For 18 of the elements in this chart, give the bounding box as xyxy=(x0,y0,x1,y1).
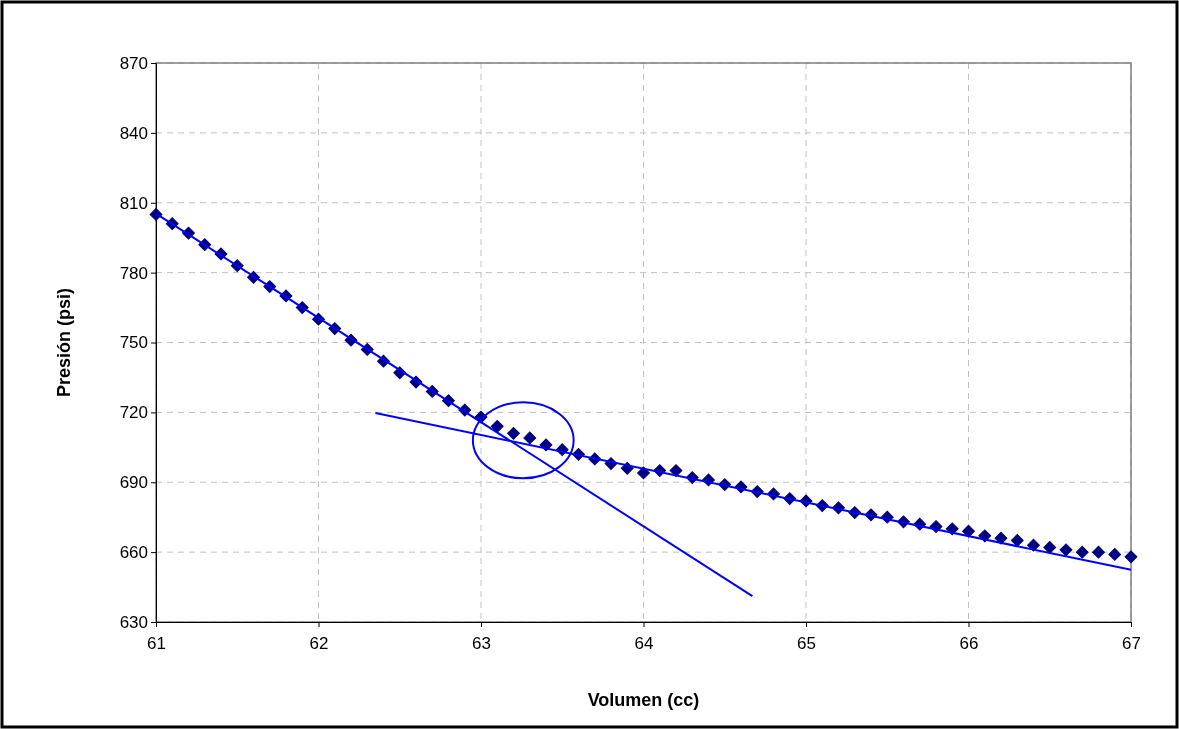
y-tick-label: 810 xyxy=(119,193,148,213)
y-tick-label: 840 xyxy=(119,123,148,143)
y-tick-label: 780 xyxy=(119,263,148,283)
x-tick-label: 65 xyxy=(797,633,816,653)
y-tick-label: 870 xyxy=(119,53,148,73)
x-tick-label: 63 xyxy=(472,633,491,653)
x-tick-label: 62 xyxy=(309,633,329,653)
x-axis-title: Volumen (cc) xyxy=(587,690,700,710)
x-tick-label: 67 xyxy=(1122,633,1141,653)
y-axis-title: Presión (psi) xyxy=(54,287,74,398)
y-tick-label: 750 xyxy=(119,333,148,353)
y-tick-label: 630 xyxy=(119,612,148,632)
x-tick-label: 66 xyxy=(959,633,979,653)
y-tick-label: 660 xyxy=(119,543,148,563)
y-tick-label: 690 xyxy=(119,473,148,493)
x-tick-label: 64 xyxy=(634,633,654,653)
y-tick-label: 720 xyxy=(119,403,148,423)
x-tick-label: 61 xyxy=(147,633,166,653)
